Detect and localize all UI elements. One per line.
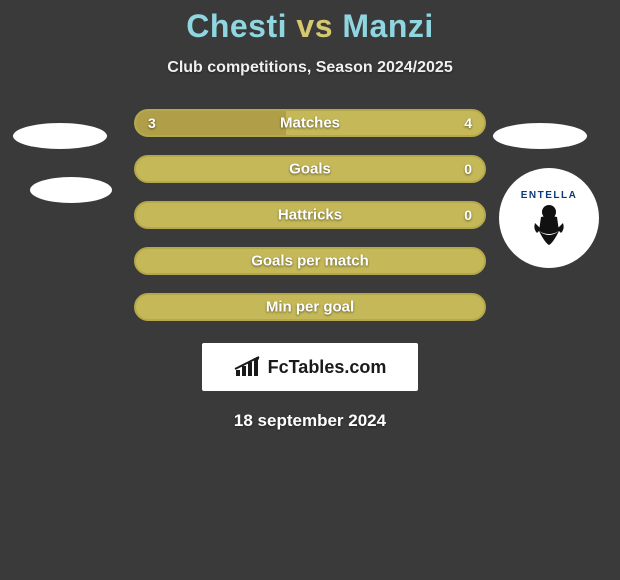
badge-ellipse-mid-left: [30, 177, 112, 203]
vs-separator: vs: [296, 8, 333, 44]
stat-bar: Matches 3 4: [134, 109, 486, 137]
crest-arc-text: ENTELLA: [521, 190, 578, 201]
stat-bar: Min per goal: [134, 293, 486, 321]
stat-label: Min per goal: [266, 299, 354, 316]
stat-bar-fill: [136, 111, 286, 135]
player1-name: Chesti: [186, 8, 287, 44]
subtitle: Club competitions, Season 2024/2025: [0, 59, 620, 77]
stat-value-right: 4: [464, 115, 472, 131]
bar-chart-icon: [234, 356, 262, 378]
stat-label: Goals per match: [251, 253, 369, 270]
stat-label: Hattricks: [278, 207, 342, 224]
logo-text: FcTables.com: [268, 357, 387, 378]
stats-list: Matches 3 4 Goals 0 Hattricks 0 Goals per match…: [134, 109, 486, 321]
stat-value-left: 3: [148, 115, 156, 131]
badge-ellipse-top-left: [13, 123, 107, 149]
date-label: 18 september 2024: [0, 411, 620, 431]
comparison-title: Chesti vs Manzi: [0, 0, 620, 45]
stat-label: Matches: [280, 115, 340, 132]
badge-ellipse-top-right: [493, 123, 587, 149]
crest-figure-icon: [529, 203, 569, 247]
player2-name: Manzi: [342, 8, 433, 44]
stat-value-right: 0: [464, 207, 472, 223]
stat-bar: Hattricks 0: [134, 201, 486, 229]
team-crest-right: ENTELLA: [499, 168, 599, 268]
logo-card: FcTables.com: [202, 343, 418, 391]
stat-value-right: 0: [464, 161, 472, 177]
stat-bar: Goals per match: [134, 247, 486, 275]
stat-bar: Goals 0: [134, 155, 486, 183]
stat-label: Goals: [289, 161, 331, 178]
